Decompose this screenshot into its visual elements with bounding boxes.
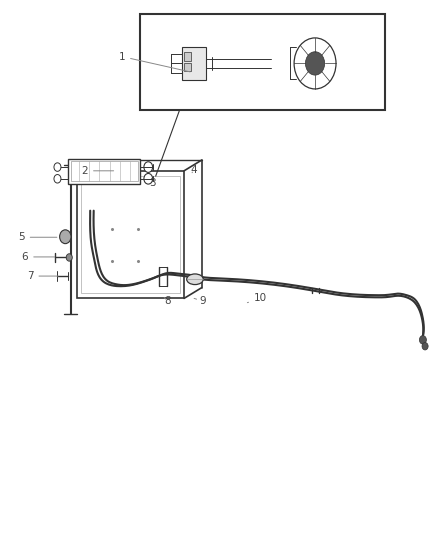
- Text: 1: 1: [119, 52, 190, 72]
- Ellipse shape: [187, 274, 203, 285]
- Circle shape: [144, 173, 152, 184]
- Text: 9: 9: [194, 296, 206, 306]
- Text: 6: 6: [21, 252, 55, 262]
- Bar: [182, 47, 206, 80]
- Bar: [184, 63, 191, 71]
- Text: 5: 5: [18, 232, 57, 243]
- Circle shape: [420, 336, 426, 344]
- Bar: [141, 14, 385, 110]
- Text: 2: 2: [81, 166, 113, 176]
- Text: 10: 10: [247, 293, 267, 303]
- Text: 3: 3: [149, 178, 155, 188]
- Bar: [77, 171, 184, 298]
- Bar: [68, 159, 141, 184]
- Text: 4: 4: [191, 165, 197, 175]
- Circle shape: [144, 162, 152, 172]
- Bar: [81, 176, 180, 293]
- Circle shape: [60, 230, 71, 244]
- Text: 7: 7: [27, 271, 58, 281]
- Bar: [184, 52, 191, 61]
- Circle shape: [305, 52, 325, 75]
- Circle shape: [54, 163, 61, 171]
- Text: 8: 8: [164, 296, 171, 306]
- Circle shape: [54, 174, 61, 183]
- Circle shape: [422, 343, 428, 350]
- Circle shape: [66, 254, 72, 261]
- Bar: [71, 161, 138, 181]
